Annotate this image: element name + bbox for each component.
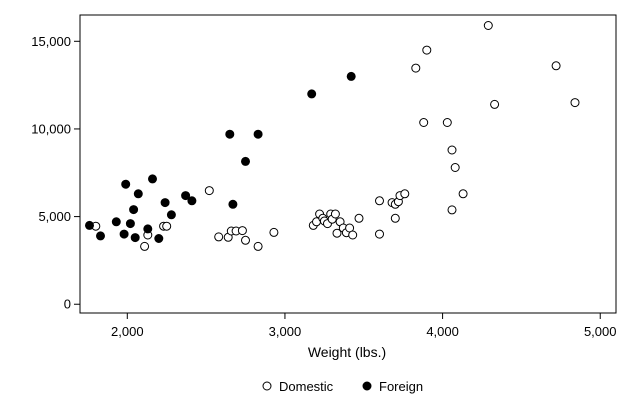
foreign-point (121, 179, 131, 189)
foreign-point (166, 210, 176, 220)
domestic-point (214, 232, 224, 242)
foreign-point (143, 224, 153, 234)
domestic-point (332, 228, 342, 238)
domestic-point (162, 221, 172, 231)
x-tick-label: 5,000 (584, 324, 617, 339)
domestic-point (450, 163, 460, 172)
foreign-point (111, 217, 121, 227)
foreign-point (253, 129, 263, 139)
foreign-point (129, 205, 139, 215)
domestic-point (269, 227, 279, 237)
domestic-point (348, 230, 358, 240)
domestic-point (447, 145, 457, 155)
foreign-point (307, 89, 317, 99)
foreign-point (130, 233, 140, 243)
foreign-point (346, 71, 356, 81)
y-tick-label: 10,000 (31, 121, 71, 136)
domestic-point (354, 213, 364, 223)
domestic-point (241, 235, 250, 245)
foreign-point (133, 189, 143, 199)
y-tick-label: 5,000 (38, 209, 71, 224)
foreign-point (96, 231, 105, 241)
domestic-point (419, 118, 429, 127)
legend-marker-domestic (262, 381, 272, 391)
domestic-point (483, 21, 493, 30)
y-tick-label: 0 (64, 297, 71, 312)
domestic-point (411, 63, 421, 73)
foreign-point (187, 196, 197, 206)
foreign-point (85, 220, 94, 230)
domestic-point (375, 229, 384, 239)
domestic-point (375, 196, 384, 206)
foreign-point (148, 174, 157, 184)
foreign-point (225, 129, 235, 139)
plot-frame (79, 14, 617, 314)
foreign-point (160, 198, 170, 208)
legend-label-domestic: Domestic (279, 379, 334, 394)
foreign-point (241, 156, 250, 166)
x-axis: 2,000 3,000 4,000 5,000 (111, 313, 617, 339)
domestic-point (442, 118, 452, 127)
y-axis: 0 5,000 10,000 15,000 (31, 34, 80, 312)
domestic-point (551, 61, 561, 71)
foreign-point (228, 199, 238, 209)
domestic-point (237, 226, 247, 236)
x-tick-label: 4,000 (426, 324, 459, 339)
domestic-point (330, 209, 340, 219)
domestic-point (204, 186, 214, 196)
x-tick-label: 3,000 (269, 324, 302, 339)
domestic-point (570, 98, 580, 108)
foreign-point (119, 229, 129, 239)
domestic-point (422, 45, 432, 55)
foreign-point (181, 191, 191, 201)
legend-label-foreign: Foreign (379, 379, 423, 394)
x-axis-title: Weight (lbs.) (308, 344, 386, 360)
y-tick-label: 15,000 (31, 34, 71, 49)
domestic-point (458, 189, 468, 199)
data-points (85, 21, 580, 251)
legend: Domestic Foreign (262, 379, 423, 394)
domestic-point (490, 99, 500, 109)
foreign-point (154, 234, 164, 243)
domestic-point (447, 205, 457, 215)
domestic-point (390, 213, 400, 223)
x-tick-label: 2,000 (111, 324, 144, 339)
domestic-point (253, 241, 263, 251)
foreign-point (125, 219, 135, 229)
domestic-point (400, 189, 410, 199)
legend-marker-foreign (362, 381, 372, 391)
domestic-point (140, 241, 150, 251)
